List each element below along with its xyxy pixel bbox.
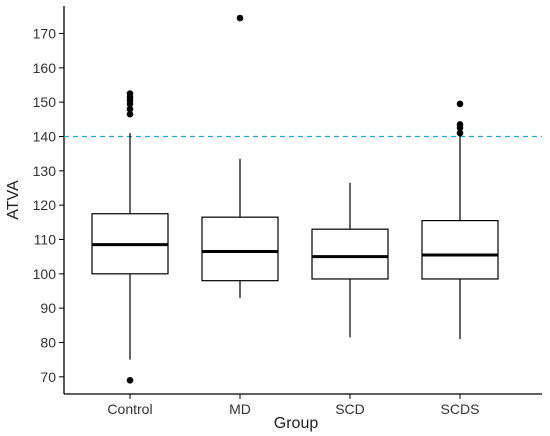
y-axis-title: ATVA — [5, 180, 22, 220]
y-tick-label: 110 — [34, 231, 57, 247]
box-md — [201, 216, 279, 282]
x-tick-label: Control — [107, 401, 152, 417]
box-scd — [311, 228, 389, 280]
outlier-point — [126, 90, 134, 97]
y-tick-label: 160 — [33, 60, 57, 76]
x-tick-label: MD — [229, 401, 251, 417]
box-scds — [421, 220, 499, 280]
outlier-point — [236, 14, 244, 22]
y-tick-label: 120 — [33, 197, 57, 213]
x-tick-label: SCD — [335, 401, 365, 417]
outlier-point — [126, 105, 134, 113]
plot-area: 70 80 90 100 110 120 130 140 150 160 170 Control MD S… — [33, 6, 542, 417]
outlier-point — [456, 121, 464, 128]
y-tick-label: 80 — [40, 334, 56, 350]
outlier-point — [456, 129, 464, 137]
x-tick-label: SCDS — [441, 401, 480, 417]
y-tick-label: 170 — [33, 25, 57, 41]
y-tick-label: 70 — [40, 369, 56, 385]
outlier-point — [456, 100, 464, 108]
y-tick-label: 150 — [33, 94, 57, 110]
y-tick-label: 100 — [33, 266, 57, 282]
y-tick-label: 140 — [33, 128, 57, 144]
x-axis-title: Group — [274, 415, 319, 432]
outlier-point — [126, 110, 134, 118]
y-tick-label: 130 — [33, 163, 57, 179]
y-tick-label: 90 — [40, 300, 56, 316]
outlier-point — [126, 376, 134, 384]
